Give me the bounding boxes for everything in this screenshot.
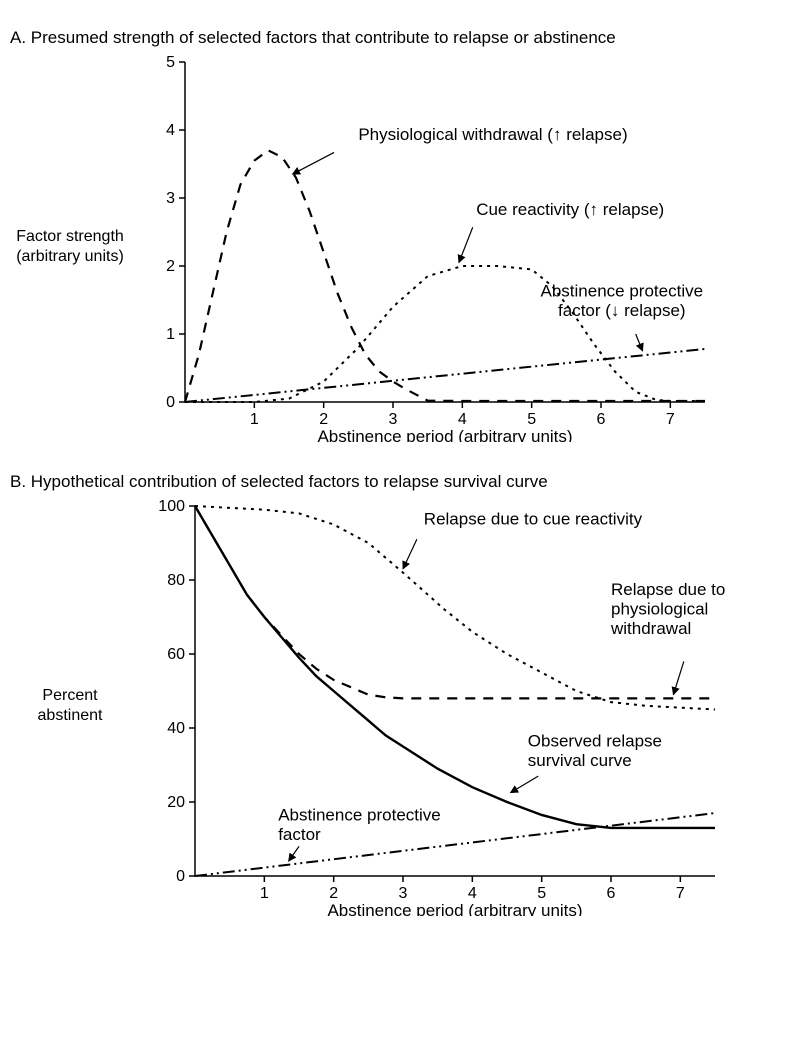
panel-b-title: B. Hypothetical contribution of selected… xyxy=(10,472,790,492)
svg-text:5: 5 xyxy=(537,885,546,902)
svg-text:4: 4 xyxy=(468,885,477,902)
svg-text:60: 60 xyxy=(167,646,185,663)
svg-text:Abstinence protectivefactor (↓: Abstinence protectivefactor (↓ relapse) xyxy=(541,282,704,321)
svg-text:Relapse due to cue reactivity: Relapse due to cue reactivity xyxy=(424,510,643,529)
svg-text:4: 4 xyxy=(166,122,175,139)
svg-text:Abstinence protectivefactor: Abstinence protectivefactor xyxy=(278,806,441,845)
svg-text:3: 3 xyxy=(389,411,398,428)
panel-b-row: Percent abstinent 0 20 40 60 80 100 1 2 3 4 5 6 7 Abs… xyxy=(10,496,790,916)
svg-text:4: 4 xyxy=(458,411,467,428)
svg-text:6: 6 xyxy=(597,411,606,428)
svg-text:1: 1 xyxy=(260,885,269,902)
panel-b-ylabel-2: abstinent xyxy=(38,707,103,724)
svg-text:5: 5 xyxy=(527,411,536,428)
panel-a-ylabel: Factor strength (arbitrary units) xyxy=(10,227,130,267)
panel-a-ylabel-2: (arbitrary units) xyxy=(16,248,124,265)
svg-text:Observed relapsesurvival curve: Observed relapsesurvival curve xyxy=(528,732,662,771)
panel-b-ylabel-1: Percent xyxy=(42,687,97,704)
svg-text:3: 3 xyxy=(166,190,175,207)
panel-b-chart: 0 20 40 60 80 100 1 2 3 4 5 6 7 Abstinence period (ar… xyxy=(130,496,735,916)
svg-text:1: 1 xyxy=(250,411,259,428)
panel-a-ylabel-1: Factor strength xyxy=(16,228,124,245)
svg-text:40: 40 xyxy=(167,720,185,737)
svg-text:Abstinence period (arbitrary u: Abstinence period (arbitrary units) xyxy=(327,901,582,916)
svg-text:2: 2 xyxy=(166,258,175,275)
svg-text:Relapse due tophysiologicalwit: Relapse due tophysiologicalwithdrawal xyxy=(610,580,725,638)
svg-text:100: 100 xyxy=(158,498,185,515)
svg-text:80: 80 xyxy=(167,572,185,589)
svg-text:2: 2 xyxy=(329,885,338,902)
panel-b-ylabel: Percent abstinent xyxy=(10,686,130,726)
svg-text:Cue reactivity (↑ relapse): Cue reactivity (↑ relapse) xyxy=(476,200,664,219)
svg-text:6: 6 xyxy=(607,885,616,902)
svg-text:2: 2 xyxy=(319,411,328,428)
svg-text:0: 0 xyxy=(166,394,175,411)
svg-text:7: 7 xyxy=(666,411,675,428)
svg-text:0: 0 xyxy=(176,868,185,885)
svg-text:Physiological withdrawal (↑ re: Physiological withdrawal (↑ relapse) xyxy=(358,125,627,144)
svg-text:1: 1 xyxy=(166,326,175,343)
panel-a-chart: 0 1 2 3 4 5 1 2 3 4 5 6 7 Abstinence period (arbitrar… xyxy=(130,52,725,442)
svg-text:20: 20 xyxy=(167,794,185,811)
svg-text:Abstinence period (arbitrary u: Abstinence period (arbitrary units) xyxy=(317,427,572,442)
svg-text:5: 5 xyxy=(166,54,175,71)
svg-text:3: 3 xyxy=(399,885,408,902)
panel-a-title: A. Presumed strength of selected factors… xyxy=(10,28,790,48)
svg-text:7: 7 xyxy=(676,885,685,902)
panel-a-row: Factor strength (arbitrary units) 0 1 2 3 4 5… xyxy=(10,52,790,442)
